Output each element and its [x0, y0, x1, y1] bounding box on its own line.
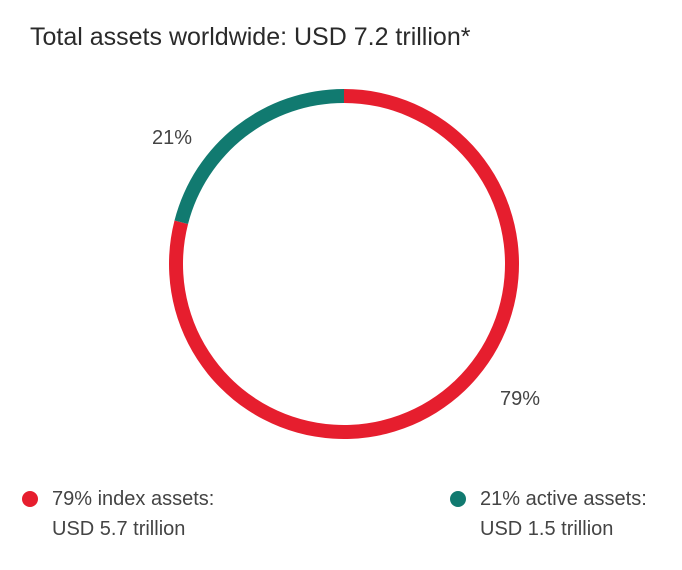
chart-title: Total assets worldwide: USD 7.2 trillion… — [30, 23, 471, 51]
legend-item-active: 21% active assets: USD 1.5 trillion — [450, 484, 647, 544]
slice-label-index: 79% — [500, 388, 540, 410]
legend-active-line2: USD 1.5 trillion — [480, 518, 614, 540]
donut-slices — [168, 89, 519, 439]
slice-active — [174, 89, 344, 224]
slice-label-active: 21% — [152, 127, 192, 149]
legend-index-line1: 79% index assets: — [52, 488, 215, 510]
legend-dot-index-icon — [22, 491, 38, 507]
legend-dot-active-icon — [450, 491, 466, 507]
legend-item-index: 79% index assets: USD 5.7 trillion — [22, 484, 215, 544]
legend-active-line1: 21% active assets: — [480, 488, 647, 510]
legend-index-line2: USD 5.7 trillion — [52, 518, 186, 540]
